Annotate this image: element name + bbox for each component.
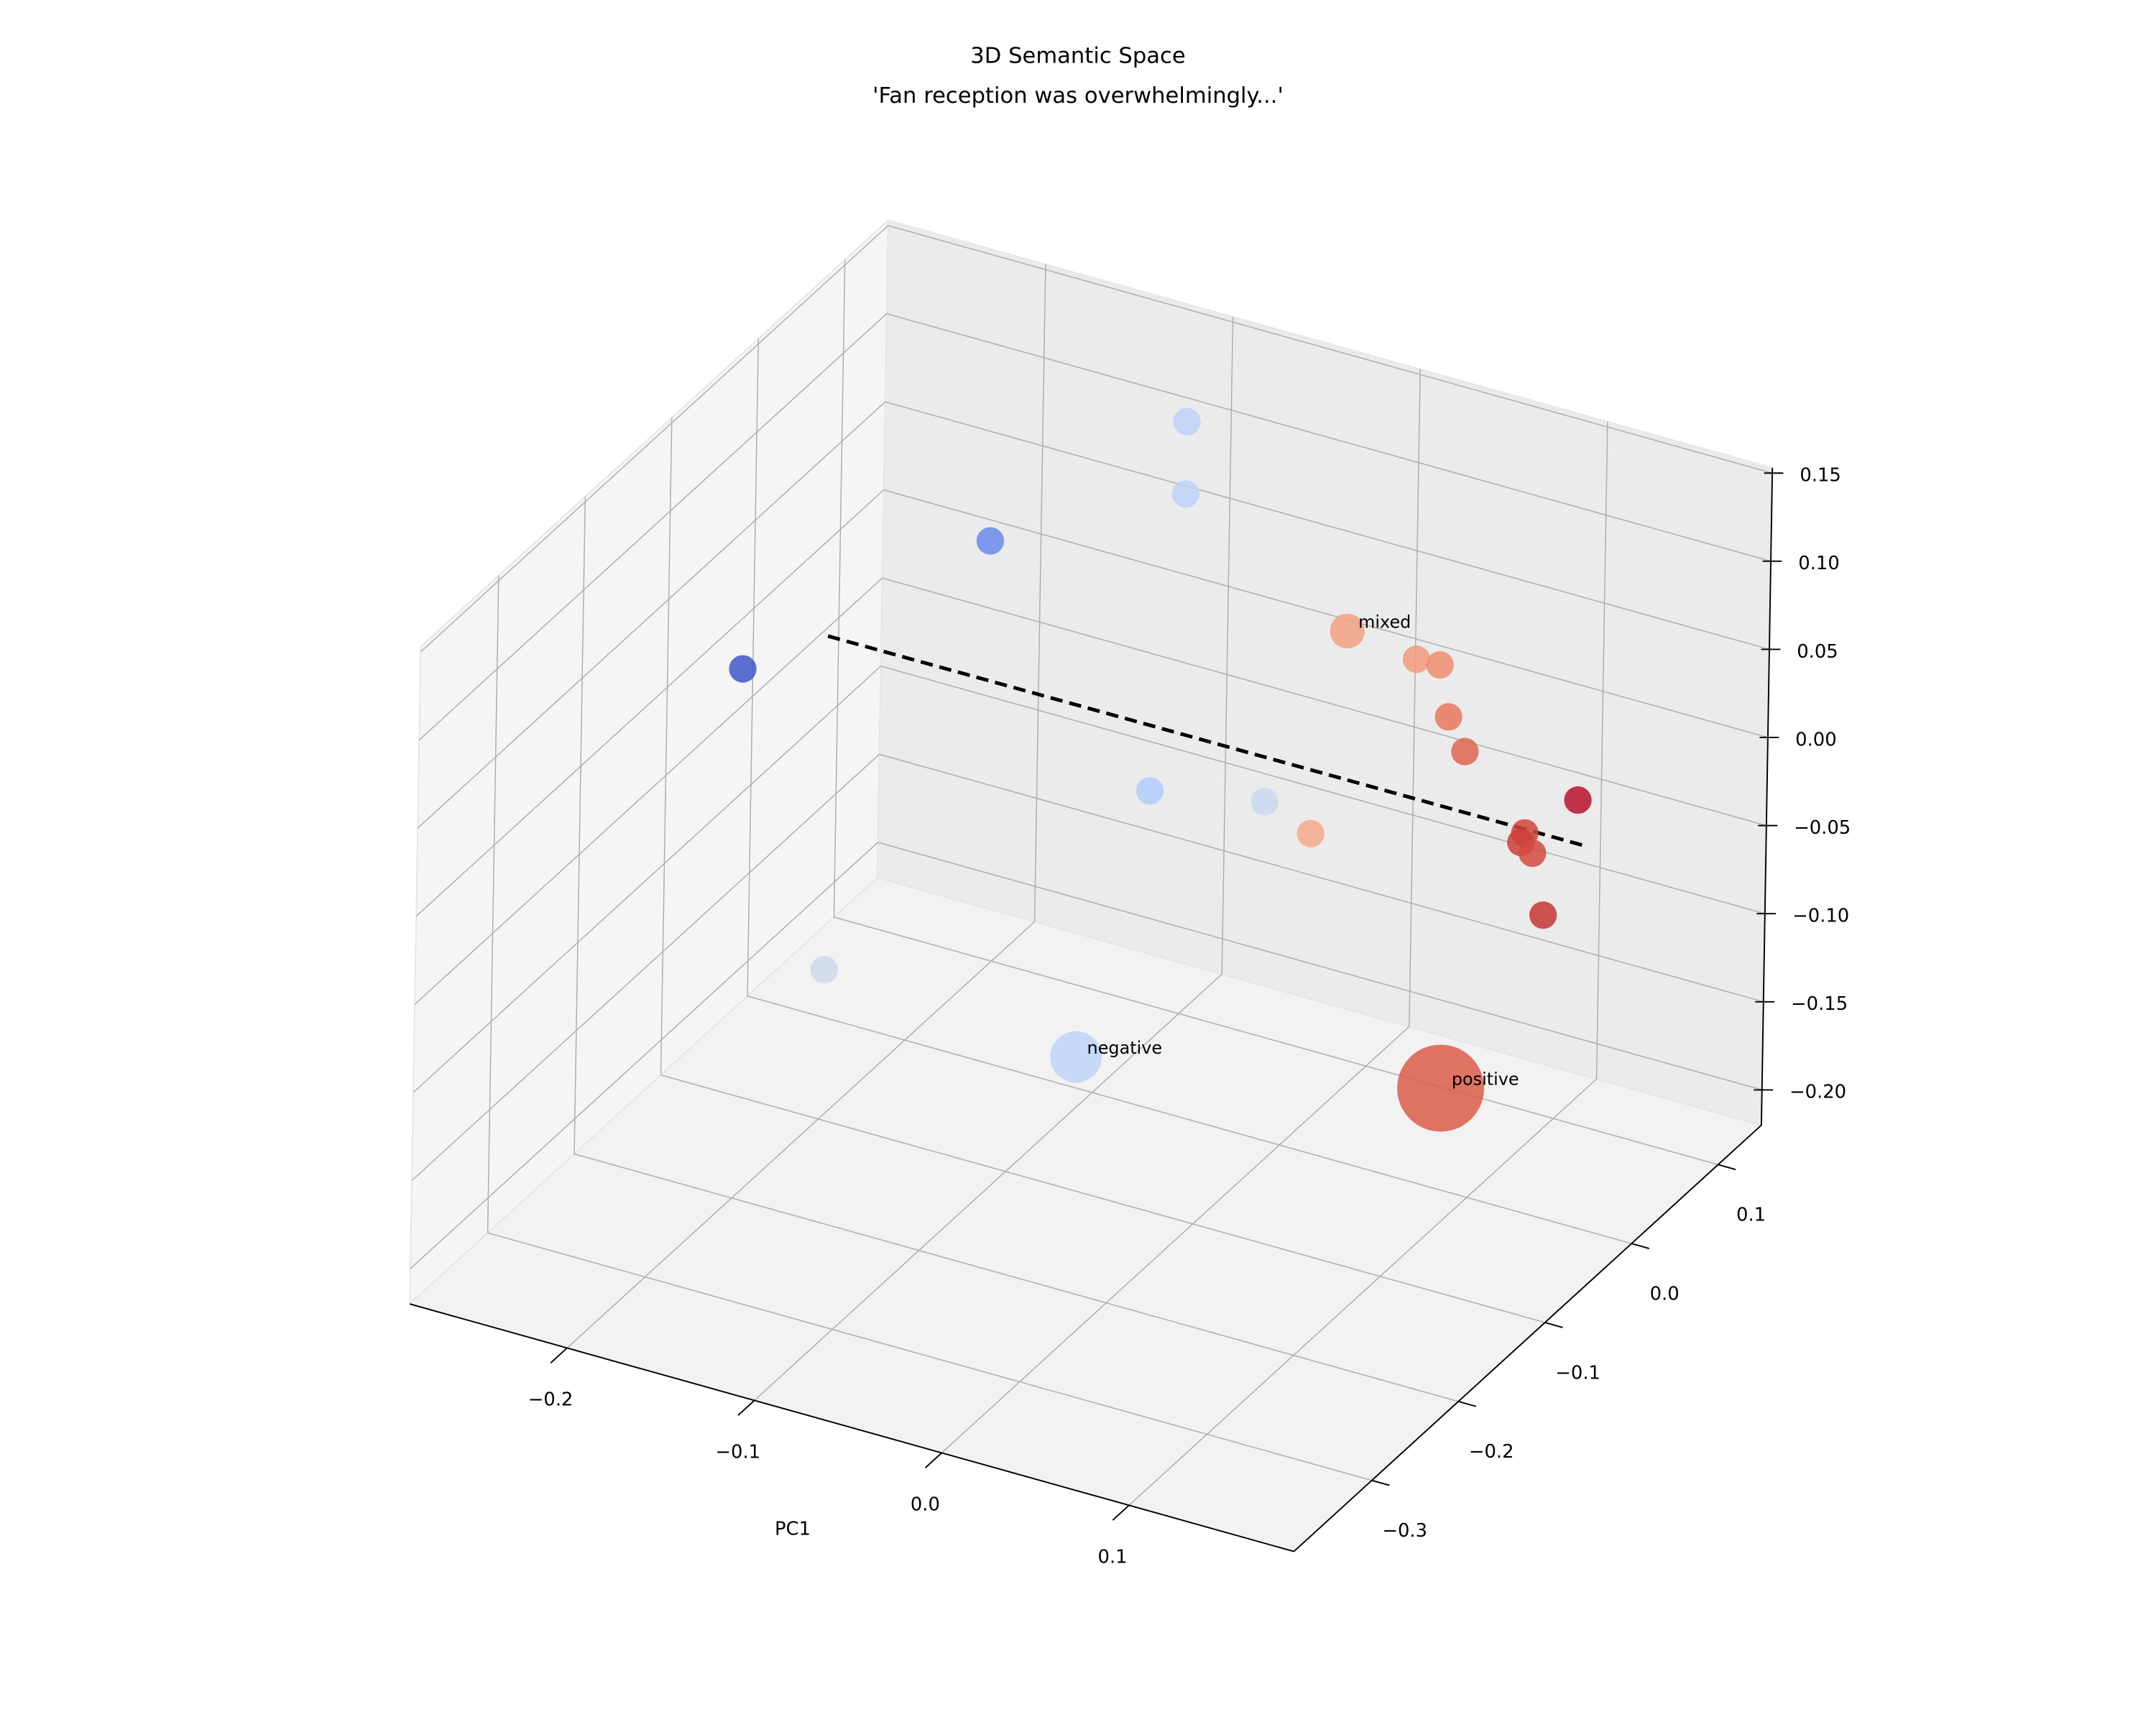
grid-line <box>660 418 673 1075</box>
x-tick <box>550 1347 568 1363</box>
grid-line <box>414 577 883 1005</box>
point <box>729 655 757 683</box>
grid-line <box>487 1232 1373 1481</box>
z-tick-label: 0.15 <box>1800 465 1841 487</box>
y-tick-label: −0.3 <box>1382 1520 1427 1542</box>
point <box>1402 645 1431 673</box>
y-tick <box>1718 1164 1736 1171</box>
point <box>1136 777 1164 805</box>
grid-line <box>415 489 885 917</box>
x-axis-label: PC1 <box>775 1518 811 1540</box>
grid-line <box>879 753 1764 1003</box>
grid-line <box>885 401 1770 650</box>
point <box>1330 613 1365 649</box>
panes <box>408 218 1774 1552</box>
y-tick <box>1458 1400 1477 1407</box>
z-tick-label: 0.10 <box>1798 553 1839 574</box>
grid-line <box>1409 369 1421 1027</box>
point <box>976 527 1005 555</box>
point <box>1434 703 1462 731</box>
grid-line <box>411 753 880 1182</box>
y-tick <box>1371 1479 1390 1486</box>
y-tick <box>1631 1243 1650 1249</box>
point <box>1397 1044 1485 1132</box>
grid-line <box>747 995 1632 1244</box>
x-tick-label: 0.0 <box>911 1494 940 1516</box>
point <box>1173 408 1201 436</box>
point-label: mixed <box>1358 612 1411 632</box>
grid-line <box>886 313 1772 562</box>
point <box>1296 819 1325 847</box>
grid-line <box>418 313 888 741</box>
x-axis-line <box>409 1303 1294 1552</box>
x-tick-label: −0.1 <box>715 1442 760 1463</box>
grid-line <box>888 225 1773 474</box>
point <box>1050 1031 1102 1083</box>
x-tick <box>1112 1504 1130 1521</box>
grid-line <box>880 666 1766 914</box>
grid-line <box>410 842 878 1269</box>
point <box>1171 480 1200 508</box>
grid-line <box>834 916 1718 1166</box>
z-axis-line <box>1760 467 1774 1126</box>
x-tick <box>924 1452 943 1468</box>
point <box>1529 901 1557 929</box>
z-tick-label: −0.05 <box>1794 817 1851 839</box>
y-tick-label: −0.1 <box>1555 1362 1600 1384</box>
grid-line <box>1595 421 1608 1080</box>
point <box>1250 788 1279 816</box>
y-tick-label: 0.1 <box>1736 1205 1766 1226</box>
grid-line <box>573 496 586 1154</box>
grid-line <box>660 1074 1545 1323</box>
grid-line <box>420 225 889 653</box>
z-tick-label: 0.00 <box>1795 729 1836 750</box>
grid-line <box>833 259 846 917</box>
chart-subtitle: 'Fan reception was overwhelmingly...' <box>872 83 1284 109</box>
x-tick <box>737 1399 755 1416</box>
grid-line <box>487 575 499 1233</box>
z-tick-label: −0.20 <box>1789 1082 1846 1103</box>
grid-line <box>877 842 1762 1091</box>
point <box>1426 650 1454 679</box>
z-tick-label: 0.05 <box>1797 641 1838 663</box>
point <box>1451 737 1479 765</box>
x-tick-label: 0.1 <box>1098 1547 1128 1568</box>
point <box>1519 839 1547 868</box>
y-tick-label: 0.0 <box>1650 1283 1680 1305</box>
chart-title: 3D Semantic Space <box>970 43 1185 68</box>
left-pane <box>409 218 889 1306</box>
direction-line <box>827 634 1585 847</box>
grid-line <box>417 401 886 829</box>
point-label: positive <box>1452 1069 1519 1089</box>
x-tick-label: −0.2 <box>528 1389 573 1411</box>
point <box>1564 786 1592 814</box>
y-tick <box>1544 1322 1563 1328</box>
z-tick-label: −0.15 <box>1791 993 1848 1015</box>
grid-line <box>882 577 1767 827</box>
point <box>810 956 838 984</box>
point-label: negative <box>1087 1038 1163 1058</box>
z-tick-label: −0.10 <box>1792 906 1849 927</box>
grid-line <box>413 666 882 1093</box>
y-tick-label: −0.2 <box>1469 1441 1514 1463</box>
grid-line <box>883 489 1769 738</box>
grid-line <box>1221 316 1234 975</box>
grid-line <box>573 1153 1459 1402</box>
grid-line <box>1033 264 1046 922</box>
